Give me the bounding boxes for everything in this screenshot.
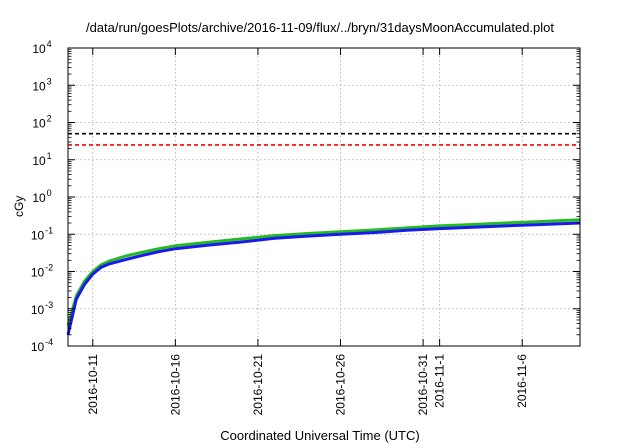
- x-axis: 2016-10-11 2016-10-16 2016-10-21 2016-10-26…: [86, 48, 529, 415]
- x-tick-label: 2016-10-26: [334, 354, 348, 416]
- x-tick-label: 2016-11-6: [515, 354, 529, 408]
- series-line-2: [66, 221, 581, 336]
- y-tick-label: 10-2: [31, 263, 53, 280]
- y-tick-label: 103: [32, 76, 51, 93]
- data-series: [66, 218, 581, 336]
- y-tick-label: 10-4: [31, 337, 53, 354]
- x-axis-label: Coordinated Universal Time (UTC): [220, 428, 420, 443]
- x-tick-label: 2016-11-1: [433, 354, 447, 408]
- series-line-1: [66, 218, 581, 327]
- x-tick-label: 2016-10-31: [416, 354, 430, 416]
- chart-title: /data/run/goesPlots/archive/2016-11-09/f…: [85, 20, 555, 35]
- reference-lines: [68, 132, 580, 146]
- grid-lines: [68, 48, 580, 346]
- x-tick-label: 2016-10-11: [86, 354, 100, 415]
- y-tick-label: 10-1: [31, 225, 53, 242]
- y-axis: 10-4 10-3 10-2 10-1 100 101 102 103 104: [31, 39, 580, 354]
- y-tick-label: 100: [32, 188, 51, 205]
- y-tick-label: 10-3: [31, 300, 53, 317]
- x-tick-label: 2016-10-21: [251, 354, 265, 416]
- y-tick-label: 104: [32, 39, 51, 56]
- y-tick-label: 101: [32, 151, 51, 168]
- x-tick-label: 2016-10-16: [168, 354, 182, 416]
- y-tick-label: 102: [32, 114, 51, 131]
